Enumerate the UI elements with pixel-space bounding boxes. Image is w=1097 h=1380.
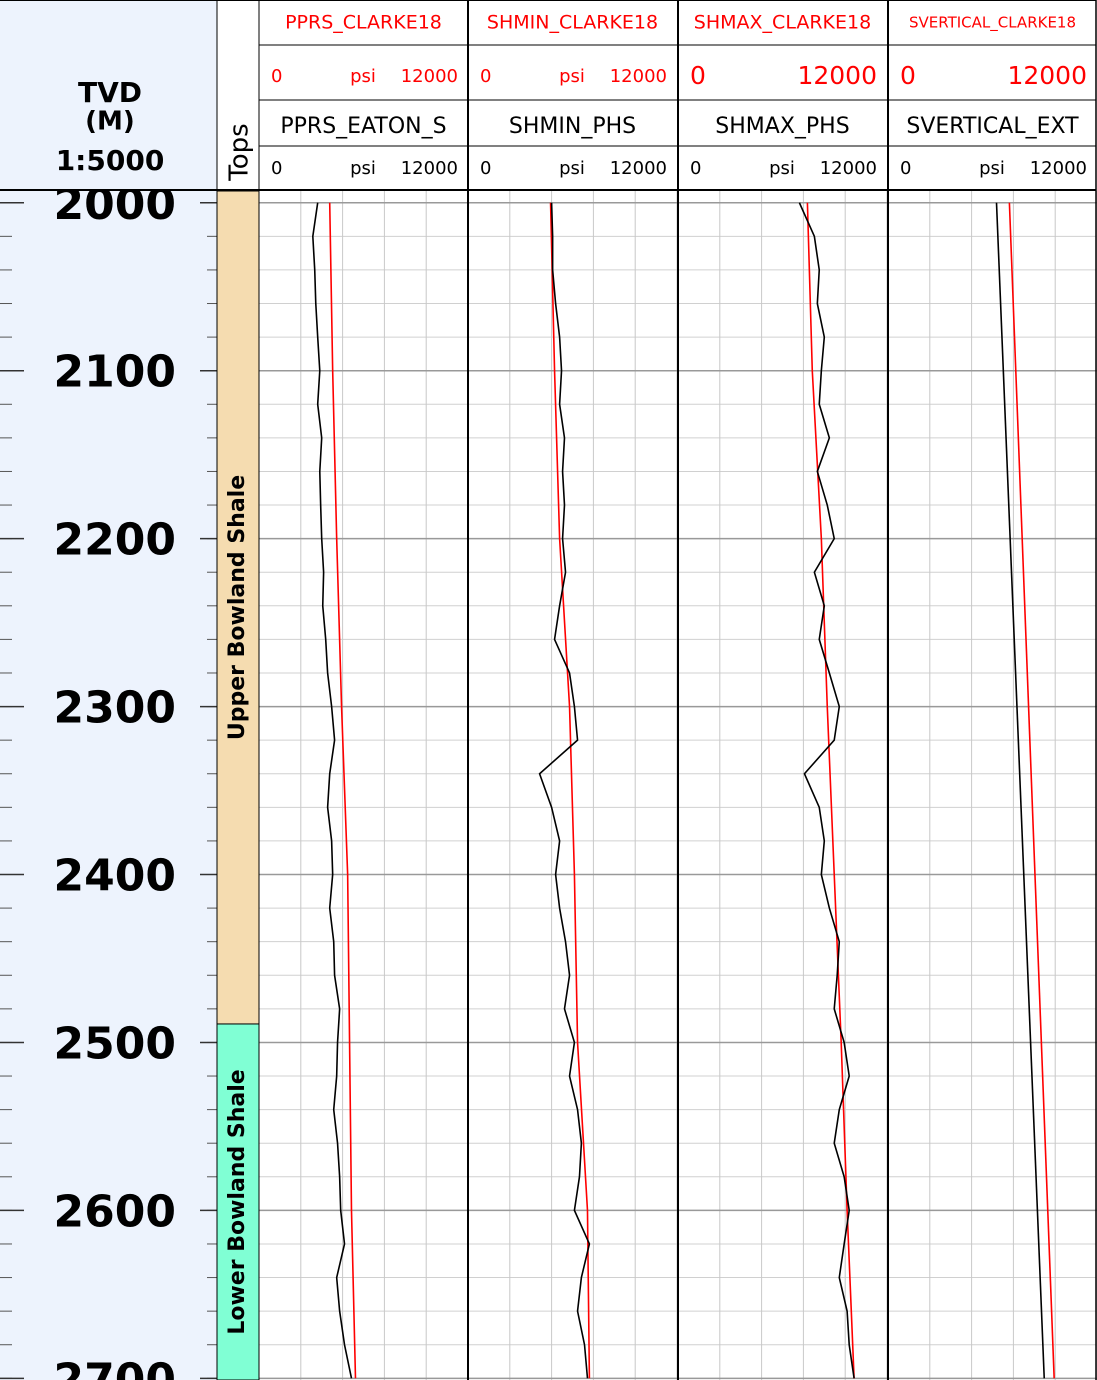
scale-max: 12000 bbox=[610, 66, 667, 87]
log-curve bbox=[806, 202, 855, 1379]
curve-name: SHMIN_PHS bbox=[509, 114, 636, 139]
top-name: Upper Bowland Shale bbox=[225, 475, 250, 740]
depth-tick-label: 2000 bbox=[54, 179, 176, 230]
depth-scale: 1:5000 bbox=[56, 144, 165, 177]
log-curve bbox=[995, 202, 1046, 1379]
scale-max: 12000 bbox=[610, 158, 667, 179]
log-curve bbox=[1008, 202, 1055, 1379]
curve-name: PPRS_CLARKE18 bbox=[285, 12, 442, 34]
depth-tick-label: 2700 bbox=[54, 1354, 176, 1380]
scale-min: 0 bbox=[690, 61, 706, 90]
scale-unit: psi bbox=[350, 66, 376, 87]
scale-min: 0 bbox=[271, 66, 282, 87]
top-name: Lower Bowland Shale bbox=[225, 1069, 250, 1334]
depth-tick-label: 2500 bbox=[54, 1018, 176, 1069]
curve-name: SHMIN_CLARKE18 bbox=[487, 12, 658, 34]
scale-unit: psi bbox=[559, 158, 585, 179]
depth-tick-label: 2600 bbox=[54, 1186, 176, 1237]
curve-name: SHMAX_CLARKE18 bbox=[694, 12, 871, 34]
depth-tick-label: 2200 bbox=[54, 515, 176, 566]
scale-unit: psi bbox=[769, 158, 795, 179]
scale-unit: psi bbox=[559, 66, 585, 87]
depth-tick-label: 2300 bbox=[54, 683, 176, 734]
depth-label: TVD bbox=[78, 76, 142, 109]
log-curve bbox=[538, 202, 591, 1379]
scale-min: 0 bbox=[900, 61, 916, 90]
scale-max: 12000 bbox=[1030, 158, 1087, 179]
log-curve bbox=[328, 202, 357, 1379]
curve-name: PPRS_EATON_S bbox=[280, 114, 446, 139]
scale-max: 12000 bbox=[401, 66, 458, 87]
curve-name: SVERTICAL_CLARKE18 bbox=[909, 14, 1076, 33]
log-curve bbox=[312, 202, 353, 1379]
tracks-background bbox=[217, 0, 1097, 1380]
depth-unit: (M) bbox=[85, 107, 135, 137]
log-curve bbox=[798, 202, 855, 1379]
depth-column bbox=[0, 0, 217, 1380]
scale-min: 0 bbox=[271, 158, 282, 179]
curve-name: SHMAX_PHS bbox=[715, 114, 849, 139]
scale-max: 12000 bbox=[797, 61, 877, 90]
scale-unit: psi bbox=[350, 158, 376, 179]
scale-max: 12000 bbox=[1007, 61, 1087, 90]
log-curve bbox=[549, 202, 591, 1379]
scale-min: 0 bbox=[690, 158, 701, 179]
scale-min: 0 bbox=[480, 158, 491, 179]
scale-min: 0 bbox=[480, 66, 491, 87]
depth-tick-label: 2400 bbox=[54, 851, 176, 902]
scale-max: 12000 bbox=[401, 158, 458, 179]
tops-label: Tops bbox=[225, 123, 255, 181]
scale-unit: psi bbox=[979, 158, 1005, 179]
curve-name: SVERTICAL_EXT bbox=[906, 114, 1079, 139]
top-zone bbox=[216, 191, 260, 1025]
scale-max: 12000 bbox=[820, 158, 877, 179]
depth-tick-label: 2100 bbox=[54, 347, 176, 398]
scale-min: 0 bbox=[900, 158, 911, 179]
